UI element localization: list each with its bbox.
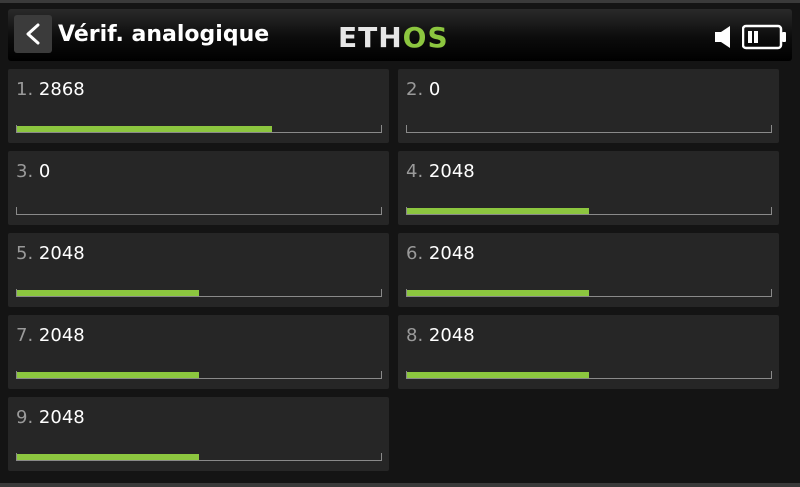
logo-os: OS — [402, 21, 449, 54]
analog-value: 0 — [428, 79, 441, 100]
analog-value: 2048 — [38, 325, 85, 346]
analog-tile-7: 7. 2048 — [8, 315, 389, 389]
analog-label: 9. 2048 — [16, 407, 85, 428]
analog-bar-track — [406, 125, 772, 133]
analog-bar-track — [16, 371, 382, 379]
analog-index: 3. — [16, 161, 34, 182]
analog-bar-track — [406, 371, 772, 379]
analog-label: 6. 2048 — [406, 243, 475, 264]
analog-label: 5. 2048 — [16, 243, 85, 264]
analog-tile-3: 3. 0 — [8, 151, 389, 225]
analog-tile-6: 6. 2048 — [398, 233, 779, 307]
analog-bar-track — [16, 125, 382, 133]
analog-label: 7. 2048 — [16, 325, 85, 346]
back-button[interactable] — [14, 15, 52, 53]
analog-label: 8. 2048 — [406, 325, 475, 346]
analog-value: 2048 — [38, 243, 85, 264]
analog-bar-fill — [407, 372, 589, 378]
analog-bar-fill — [17, 126, 272, 132]
ethos-logo: ETHOS — [338, 21, 449, 54]
analog-index: 7. — [16, 325, 34, 346]
analog-value: 2048 — [428, 325, 475, 346]
analog-tile-5: 5. 2048 — [8, 233, 389, 307]
analog-bar-fill — [407, 208, 589, 214]
battery-icon[interactable] — [742, 24, 788, 50]
analog-bar-track — [16, 207, 382, 215]
analog-index: 2. — [406, 79, 424, 100]
analog-bar-fill — [17, 454, 199, 460]
analog-index: 1. — [16, 79, 34, 100]
analog-tile-8: 8. 2048 — [398, 315, 779, 389]
analog-tile-9: 9. 2048 — [8, 397, 389, 471]
analog-index: 6. — [406, 243, 424, 264]
analog-label: 3. 0 — [16, 161, 50, 182]
analog-bar-track — [406, 207, 772, 215]
analog-tile-1: 1. 2868 — [8, 69, 389, 143]
analog-label: 4. 2048 — [406, 161, 475, 182]
analog-index: 9. — [16, 407, 34, 428]
page-title: Vérif. analogique — [58, 22, 270, 47]
analog-index: 8. — [406, 325, 424, 346]
analog-value: 0 — [38, 161, 51, 182]
analog-bar-track — [16, 453, 382, 461]
header-bar: Vérif. analogique ETHOS — [8, 9, 792, 61]
analog-tile-2: 2. 0 — [398, 69, 779, 143]
logo-eth: ETH — [338, 21, 403, 54]
analog-bar-track — [406, 289, 772, 297]
analog-tile-4: 4. 2048 — [398, 151, 779, 225]
analog-value: 2868 — [38, 79, 85, 100]
analog-bar-fill — [17, 290, 199, 296]
analog-label: 2. 0 — [406, 79, 440, 100]
analog-value: 2048 — [38, 407, 85, 428]
chevron-left-icon — [26, 23, 40, 45]
analog-index: 4. — [406, 161, 424, 182]
analog-value: 2048 — [428, 243, 475, 264]
speaker-icon[interactable] — [714, 24, 736, 50]
analog-bar-track — [16, 289, 382, 297]
analog-bar-fill — [407, 290, 589, 296]
analog-index: 5. — [16, 243, 34, 264]
analog-label: 1. 2868 — [16, 79, 85, 100]
analog-value: 2048 — [428, 161, 475, 182]
analog-bar-fill — [17, 372, 199, 378]
top-frame — [0, 0, 800, 3]
bottom-frame — [0, 483, 800, 487]
